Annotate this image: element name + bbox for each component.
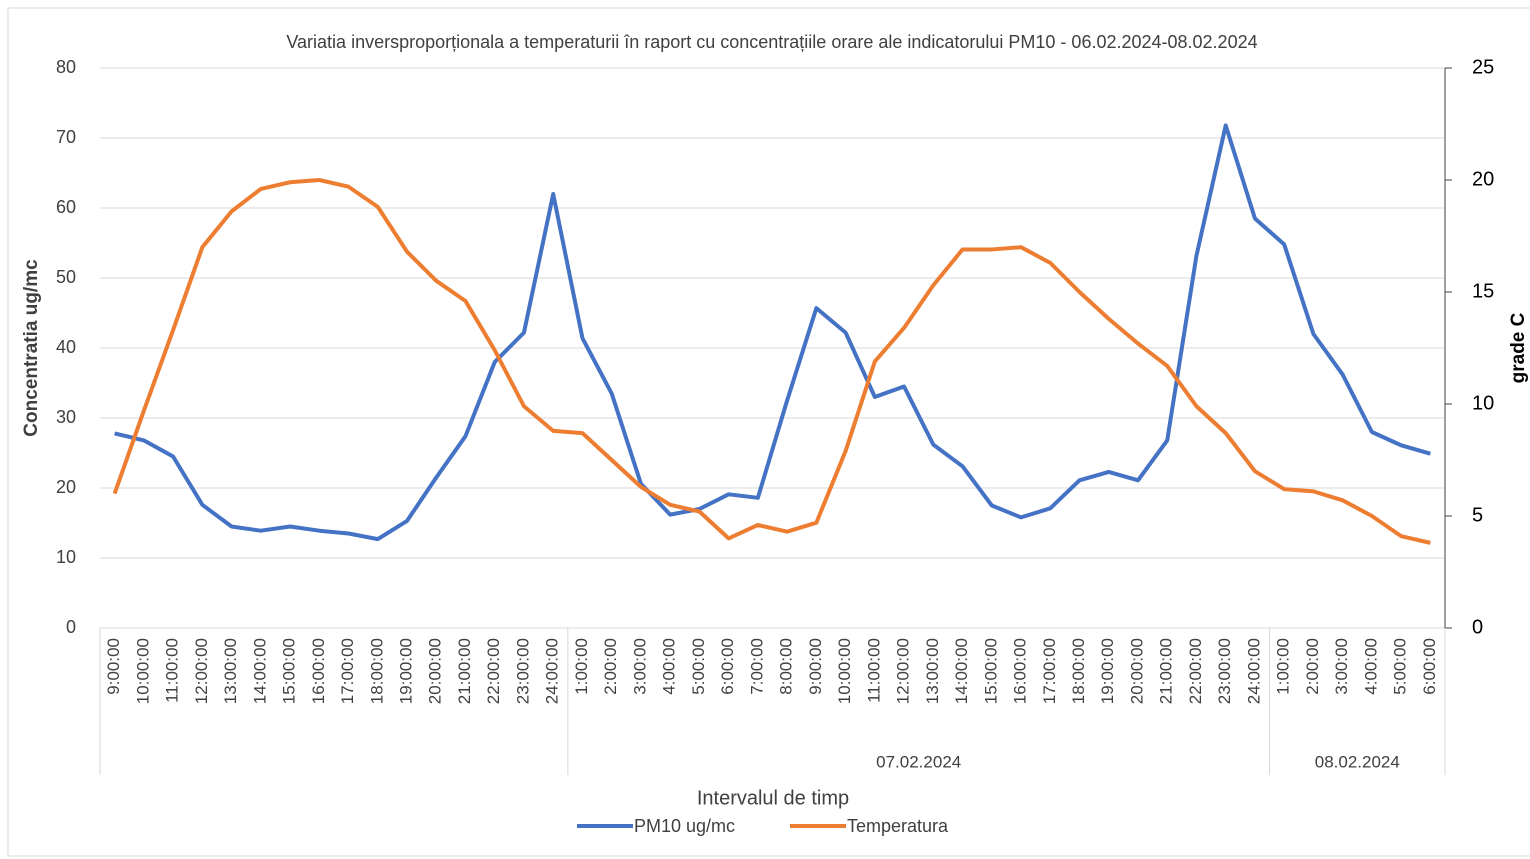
x-tick-label: 17:00:00 [1040,638,1059,704]
x-tick-label: 22:00:00 [484,638,503,704]
x-tick-label: 3:00:00 [630,638,649,695]
x-tick-label: 19:00:00 [1098,638,1117,704]
x-tick-label: 13:00:00 [923,638,942,704]
x-tick-label: 11:00:00 [864,638,883,703]
x-tick-label: 21:00:00 [1157,638,1176,704]
x-tick-label: 6:00:00 [1420,638,1439,695]
x-tick-label: 22:00:00 [1186,638,1205,704]
y-tick-label: 40 [56,337,76,357]
x-tick-label: 21:00:00 [455,638,474,704]
x-tick-label: 16:00:00 [309,638,328,704]
x-tick-label: 4:00:00 [1361,638,1380,695]
y-tick-label: 80 [56,57,76,77]
x-tick-label: 5:00:00 [1391,638,1410,695]
y2-axis-title: grade C [1508,312,1529,383]
x-tick-label: 13:00:00 [221,638,240,704]
y2-tick-label: 20 [1472,168,1494,190]
x-tick-label: 7:00:00 [747,638,766,695]
x-tick-label: 12:00:00 [894,638,913,704]
y2-tick-label: 5 [1472,504,1483,526]
x-tick-label: 14:00:00 [250,638,269,704]
x-tick-label: 8:00:00 [777,638,796,695]
x-tick-label: 3:00:00 [1332,638,1351,695]
x-tick-label: 24:00:00 [543,638,562,704]
x-axis-title: Intervalul de timp [697,787,849,809]
y2-tick-label: 25 [1472,56,1494,78]
x-tick-label: 12:00:00 [192,638,211,704]
x-tick-label: 2:00:00 [1303,638,1322,695]
x-tick-label: 11:00:00 [163,638,182,703]
x-tick-label: 23:00:00 [1215,638,1234,704]
x-tick-label: 19:00:00 [396,638,415,704]
x-tick-label: 20:00:00 [426,638,445,704]
group-label: 08.02.2024 [1315,752,1400,771]
y-tick-label: 30 [56,407,76,427]
x-tick-label: 18:00:00 [1069,638,1088,704]
chart-border [7,7,1530,857]
x-tick-label: 6:00:00 [718,638,737,695]
x-tick-label: 16:00:00 [1011,638,1030,704]
y-tick-label: 70 [56,127,76,147]
x-tick-label: 17:00:00 [338,638,357,704]
y-tick-label: 20 [56,477,76,497]
y2-tick-label: 0 [1472,616,1483,638]
x-tick-label: 15:00:00 [280,638,299,704]
x-tick-label: 24:00:00 [1244,638,1263,704]
y-tick-label: 0 [66,617,76,637]
x-tick-label: 1:00:00 [572,638,591,695]
series-line [112,178,1431,545]
x-tick-label: 15:00:00 [981,638,1000,704]
y2-tick-label: 15 [1472,280,1494,302]
y-tick-label: 60 [56,197,76,217]
legend-label: PM10 ug/mc [634,816,735,836]
series-line [114,123,1431,542]
x-tick-label: 14:00:00 [952,638,971,704]
chart-title: Variatia inversproporționala a temperatu… [286,32,1257,52]
x-tick-label: 10:00:00 [133,638,152,704]
y-tick-label: 50 [56,267,76,287]
x-tick-label: 4:00:00 [660,638,679,695]
y-tick-label: 10 [56,547,76,567]
y-axis-title: Concentratia ug/mc [21,259,42,437]
legend-label: Temperatura [847,816,949,836]
x-tick-label: 9:00:00 [806,638,825,695]
x-tick-label: 23:00:00 [513,638,532,704]
x-tick-label: 9:00:00 [104,638,123,695]
x-tick-label: 5:00:00 [689,638,708,695]
x-tick-label: 20:00:00 [1127,638,1146,704]
x-tick-label: 10:00:00 [835,638,854,704]
x-tick-label: 1:00:00 [1274,638,1293,695]
x-tick-label: 2:00:00 [601,638,620,695]
x-tick-label: 18:00:00 [367,638,386,704]
group-label: 07.02.2024 [876,752,961,771]
y2-tick-label: 10 [1472,392,1494,414]
